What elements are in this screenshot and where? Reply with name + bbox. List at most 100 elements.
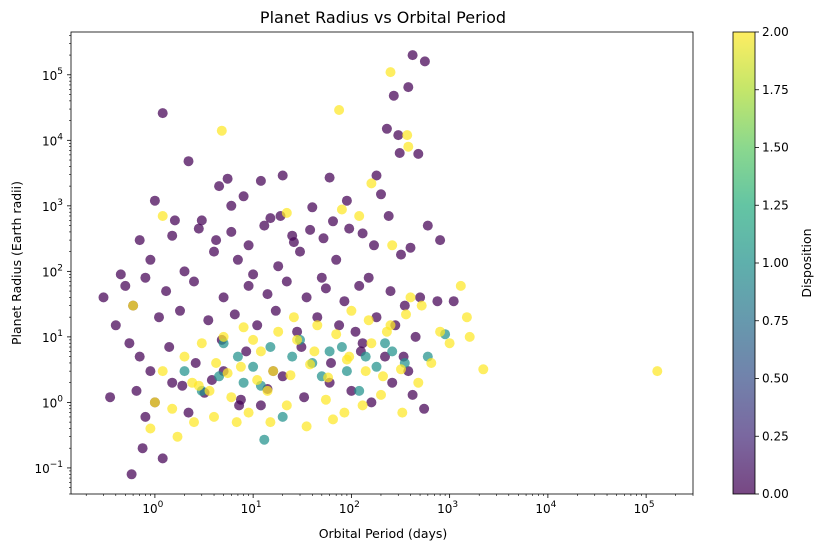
data-point <box>137 443 148 454</box>
data-point <box>387 346 398 357</box>
data-point <box>336 204 347 215</box>
data-point <box>416 300 427 311</box>
data-point <box>413 377 424 388</box>
data-point <box>354 385 365 396</box>
x-tick-label: 103 <box>437 500 458 516</box>
chart-title: Planet Radius vs Orbital Period <box>260 8 506 27</box>
data-point <box>268 366 279 377</box>
data-point <box>371 361 382 372</box>
data-point <box>248 334 259 345</box>
data-point <box>360 351 371 362</box>
data-point <box>378 371 388 382</box>
data-point <box>354 211 365 221</box>
data-point <box>376 189 386 200</box>
data-point <box>140 272 151 283</box>
data-point <box>344 351 355 362</box>
data-points <box>98 50 663 480</box>
colorbar-tick-label: 0.00 <box>762 487 789 501</box>
data-point <box>363 272 374 283</box>
data-point <box>175 305 185 316</box>
data-point <box>344 223 355 234</box>
y-tick-label: 103 <box>42 198 63 214</box>
data-point <box>172 431 183 442</box>
x-tick-label: 100 <box>142 500 163 516</box>
data-point <box>385 320 396 331</box>
data-point <box>243 407 254 418</box>
data-point <box>444 338 455 349</box>
data-point <box>145 423 156 434</box>
data-point <box>292 326 303 337</box>
data-point <box>432 296 443 307</box>
data-point <box>218 331 229 342</box>
x-axis-label: Orbital Period (days) <box>319 526 448 541</box>
data-point <box>226 200 237 211</box>
data-point <box>164 342 175 352</box>
data-point <box>448 296 459 307</box>
data-point <box>211 358 222 368</box>
data-point <box>380 338 390 349</box>
data-point <box>115 269 126 280</box>
data-point <box>157 211 168 221</box>
data-point <box>161 286 172 297</box>
data-point <box>167 377 178 388</box>
data-point <box>179 266 190 277</box>
data-point <box>357 400 368 411</box>
data-point <box>312 312 323 323</box>
y-tick-label: 105 <box>42 67 63 83</box>
data-point <box>149 397 160 408</box>
data-point <box>277 411 288 422</box>
data-point <box>167 403 178 414</box>
y-tick-label: 104 <box>42 132 63 148</box>
data-point <box>281 276 292 287</box>
colorbar-label: Disposition <box>799 228 814 297</box>
data-point <box>193 380 204 391</box>
data-point <box>419 56 430 67</box>
data-point <box>157 453 168 464</box>
data-point <box>385 286 396 297</box>
data-point <box>366 397 377 408</box>
data-point <box>226 392 237 403</box>
data-point <box>380 351 390 362</box>
data-point <box>402 130 413 141</box>
x-tick-label: 105 <box>634 500 655 516</box>
data-point <box>179 351 190 362</box>
data-point <box>341 195 352 206</box>
data-point <box>295 246 305 257</box>
data-point <box>346 385 357 396</box>
data-point <box>301 421 312 432</box>
y-tick-label: 102 <box>42 263 63 279</box>
data-point <box>328 216 338 227</box>
data-point <box>154 312 164 323</box>
data-point <box>324 172 335 183</box>
data-point <box>110 320 121 331</box>
data-point <box>126 469 137 480</box>
y-tick-label: 10−1 <box>34 460 63 476</box>
data-point <box>394 148 405 158</box>
data-point <box>387 240 398 251</box>
data-point <box>363 315 374 326</box>
y-axis-label: Planet Radius (Earth radii) <box>9 181 24 345</box>
data-point <box>169 215 180 226</box>
data-point <box>145 366 156 377</box>
data-point <box>435 235 446 246</box>
data-point <box>312 320 323 331</box>
colorbar-tick-label: 1.25 <box>762 198 789 212</box>
data-point <box>231 417 242 428</box>
data-point <box>396 364 406 375</box>
data-point <box>243 240 254 251</box>
data-point <box>255 175 266 186</box>
data-point <box>401 309 411 320</box>
data-point <box>407 389 418 400</box>
data-point <box>405 242 416 253</box>
data-point <box>305 224 316 235</box>
data-point <box>422 220 433 231</box>
data-point <box>222 368 233 379</box>
data-point <box>403 82 414 93</box>
data-point <box>259 434 270 445</box>
data-point <box>134 351 145 362</box>
data-point <box>134 235 145 246</box>
data-point <box>299 392 310 403</box>
data-point <box>403 141 414 152</box>
data-point <box>381 123 392 134</box>
